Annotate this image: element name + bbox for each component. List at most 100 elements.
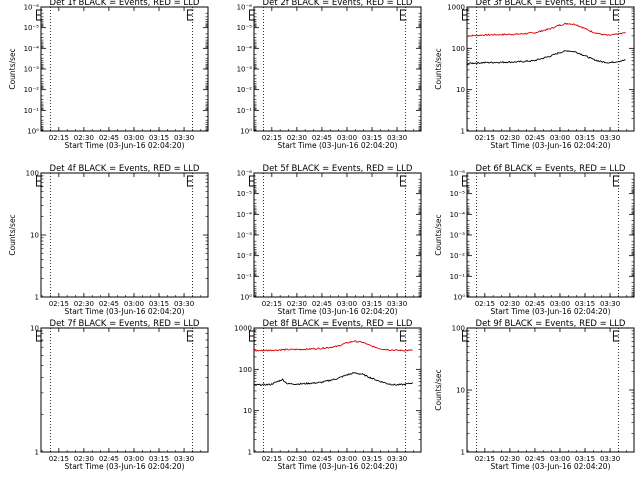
e-marker — [462, 9, 469, 21]
x-tick-label: 02:15 — [262, 134, 282, 142]
y-tick-label: 1 — [461, 128, 465, 136]
detector-panel-7: Det 7f BLACK = Events, RED = LLD 02:15 02:… — [30, 319, 209, 471]
x-tick-label: 03:15 — [149, 300, 169, 308]
e-marker — [36, 330, 43, 342]
x-tick-label: 02:15 — [49, 134, 69, 142]
x-tick-label: 02:45 — [99, 455, 119, 463]
y-tick-label: 10 — [30, 232, 39, 240]
x-tick-label: 03:15 — [149, 455, 169, 463]
x-axis-label: Start Time (03-Jun-16 02:04:20) — [278, 462, 398, 471]
y-tick-label: 10⁻² — [237, 252, 253, 260]
x-tick-label: 02:45 — [525, 455, 545, 463]
x-tick-label: 02:45 — [312, 455, 332, 463]
events-series-line — [466, 50, 626, 65]
x-tick-label: 02:30 — [500, 455, 520, 463]
panel-title: Det 1f BLACK = Events, RED = LLD — [50, 0, 200, 8]
y-tick-label: 1000 — [447, 4, 465, 12]
x-tick-label: 03:30 — [387, 455, 407, 463]
plot-frame — [466, 327, 635, 453]
y-tick-label: 100 — [26, 170, 39, 178]
panel-title: Det 2f BLACK = Events, RED = LLD — [263, 0, 413, 8]
x-tick-label: 03:30 — [600, 455, 620, 463]
x-tick-label: 02:15 — [475, 300, 495, 308]
panel-title: Det 8f BLACK = Events, RED = LLD — [263, 319, 413, 329]
y-tick-label: 1 — [35, 449, 39, 457]
y-tick-label: 10⁻⁶ — [450, 170, 466, 178]
y-tick-label: 10⁰ — [453, 294, 465, 302]
x-tick-label: 02:30 — [287, 134, 307, 142]
plot-frame — [40, 327, 209, 453]
x-tick-label: 03:30 — [174, 455, 194, 463]
x-tick-label: 02:30 — [500, 300, 520, 308]
x-axis-label: Start Time (03-Jun-16 02:04:20) — [491, 141, 611, 150]
e-marker — [36, 9, 43, 21]
x-tick-label: 03:00 — [550, 455, 570, 463]
e-marker — [186, 330, 194, 342]
detector-panel-9: Det 9f BLACK = Events, RED = LLD 02:15 02:… — [434, 319, 635, 471]
y-tick-label: 10 — [456, 387, 465, 395]
e-marker — [36, 175, 43, 187]
y-tick-label: 1000 — [234, 325, 252, 333]
x-tick-label: 03:00 — [337, 134, 357, 142]
x-tick-label: 02:45 — [312, 300, 332, 308]
panel-title: Det 5f BLACK = Events, RED = LLD — [263, 164, 413, 174]
y-tick-label: 10 — [243, 407, 252, 415]
x-tick-label: 02:30 — [74, 455, 94, 463]
e-marker — [249, 330, 256, 342]
e-marker — [462, 330, 469, 342]
x-tick-label: 03:00 — [337, 300, 357, 308]
y-tick-label: 10⁻¹ — [450, 273, 466, 281]
x-tick-label: 02:15 — [475, 134, 495, 142]
x-tick-label: 02:30 — [74, 134, 94, 142]
x-tick-label: 02:45 — [525, 134, 545, 142]
x-tick-label: 03:00 — [550, 134, 570, 142]
x-tick-label: 03:00 — [337, 455, 357, 463]
e-marker — [399, 175, 407, 187]
x-tick-label: 02:15 — [262, 300, 282, 308]
y-tick-label: 10⁻⁵ — [237, 24, 253, 32]
y-tick-label: 10⁻⁵ — [450, 190, 466, 198]
x-tick-label: 02:45 — [99, 300, 119, 308]
y-tick-label: 10⁻³ — [450, 232, 466, 240]
x-axis-label: Start Time (03-Jun-16 02:04:20) — [278, 141, 398, 150]
x-tick-label: 03:15 — [575, 455, 595, 463]
e-marker — [249, 175, 256, 187]
e-marker — [612, 330, 620, 342]
detector-panel-4: Det 4f BLACK = Events, RED = LLD 02:15 02:… — [8, 164, 209, 316]
x-axis-label: Start Time (03-Jun-16 02:04:20) — [65, 462, 185, 471]
x-axis-label: Start Time (03-Jun-16 02:04:20) — [65, 307, 185, 316]
x-tick-label: 02:30 — [500, 134, 520, 142]
panel-title: Det 6f BLACK = Events, RED = LLD — [476, 164, 626, 174]
detector-panel-3: Det 3f BLACK = Events, RED = LLD 02:15 02:… — [434, 0, 635, 150]
x-tick-label: 02:15 — [262, 455, 282, 463]
y-tick-label: 10⁻¹ — [237, 107, 253, 115]
y-tick-label: 100 — [452, 325, 465, 333]
x-tick-label: 03:30 — [174, 134, 194, 142]
x-tick-label: 03:30 — [387, 300, 407, 308]
y-tick-label: 10⁻² — [450, 252, 466, 260]
y-axis-label: Counts/sec — [434, 214, 443, 255]
y-tick-label: 10⁻⁶ — [237, 4, 253, 12]
e-marker — [399, 9, 407, 21]
y-tick-label: 10 — [456, 86, 465, 94]
x-tick-label: 03:30 — [600, 300, 620, 308]
panel-title: Det 9f BLACK = Events, RED = LLD — [476, 319, 626, 329]
y-axis-label: Counts/sec — [8, 214, 17, 255]
y-tick-label: 10⁻⁴ — [450, 211, 466, 219]
y-tick-label: 10⁰ — [240, 128, 252, 136]
e-marker — [249, 9, 256, 21]
x-axis-label: Start Time (03-Jun-16 02:04:20) — [491, 462, 611, 471]
x-tick-label: 02:15 — [475, 455, 495, 463]
e-marker — [186, 9, 194, 21]
plot-frame — [253, 172, 422, 298]
panel-title: Det 3f BLACK = Events, RED = LLD — [476, 0, 626, 8]
y-tick-label: 1 — [248, 449, 252, 457]
lld-series-line — [253, 340, 413, 352]
x-tick-label: 02:15 — [49, 300, 69, 308]
detector-panel-1: Det 1f BLACK = Events, RED = LLD 02:15 02:… — [8, 0, 209, 150]
y-axis-label: Counts/sec — [8, 48, 17, 89]
x-tick-label: 02:30 — [287, 455, 307, 463]
y-tick-label: 10⁻³ — [24, 66, 40, 74]
plot-frame — [253, 327, 422, 453]
